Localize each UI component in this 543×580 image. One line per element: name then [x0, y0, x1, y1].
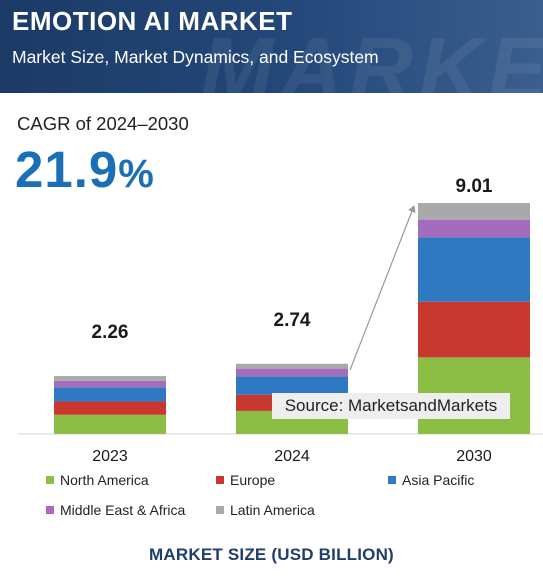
bar-segment-2024-asia-pacific — [236, 376, 348, 395]
growth-arrow — [349, 205, 416, 371]
total-label-2024: 2.74 — [274, 310, 311, 331]
cagr-label: CAGR of 2024–2030 — [17, 113, 189, 134]
bar-segment-2023-europe — [54, 401, 166, 415]
legend-swatch — [216, 506, 224, 514]
bar-segment-2023-asia-pacific — [54, 387, 166, 402]
total-label-2023: 2.26 — [92, 322, 129, 343]
bar-segment-2024-middle-east-africa — [236, 368, 348, 377]
page-title: EMOTION AI MARKET — [12, 6, 293, 36]
labels-layer: 2.26 2023 2.74 2024 9.01 2030 — [92, 176, 493, 465]
cagr-number: 21.9 — [15, 141, 119, 198]
legend-swatch — [216, 476, 224, 484]
legend-item-latin-america: Latin America — [216, 502, 315, 518]
legend-label: Asia Pacific — [402, 472, 475, 488]
bar-segment-2030-europe — [418, 301, 530, 358]
bar-segment-2023-north-america — [54, 414, 166, 434]
market-size-chart: 2.26 2023 2.74 2024 9.01 2030 — [18, 176, 543, 465]
cagr-unit: % — [118, 152, 155, 196]
page-subtitle: Market Size, Market Dynamics, and Ecosys… — [12, 47, 379, 67]
header-banner: MARKE EMOTION AI MARKET Market Size, Mar… — [0, 0, 543, 93]
total-label-2030: 9.01 — [456, 176, 493, 197]
bar-segment-2023-middle-east-africa — [54, 380, 166, 388]
bar-segment-2024-latin-america — [236, 363, 348, 369]
bar-segment-2030-asia-pacific — [418, 237, 530, 302]
legend-item-middle-east-africa: Middle East & Africa — [46, 502, 185, 518]
cagr-value: 21.9% — [15, 140, 155, 199]
legend-label: North America — [60, 472, 149, 488]
x-tick-label-2024: 2024 — [274, 448, 310, 465]
bar-segment-2030-latin-america — [418, 203, 530, 220]
axis-footer-label: MARKET SIZE (USD BILLION) — [149, 545, 394, 564]
source-note: Source: MarketsandMarkets — [272, 393, 510, 419]
x-tick-label-2023: 2023 — [92, 448, 128, 465]
bar-segment-2030-middle-east-africa — [418, 219, 530, 238]
bars-layer — [54, 203, 530, 434]
legend-swatch — [388, 476, 396, 484]
legend-label: Middle East & Africa — [60, 502, 186, 518]
x-tick-label-2030: 2030 — [456, 448, 492, 465]
legend-label: Europe — [230, 472, 276, 488]
legend-item-asia-pacific: Asia Pacific — [388, 472, 474, 488]
legend-swatch — [46, 506, 54, 514]
legend-swatch — [46, 476, 54, 484]
banner-decoration: MARKE — [200, 19, 543, 93]
bar-segment-2023-latin-america — [54, 376, 166, 381]
legend-item-europe: Europe — [216, 472, 275, 488]
legend-item-north-america: North America — [46, 472, 149, 488]
legend-label: Latin America — [230, 502, 315, 518]
chart-legend: North America Europe Asia Pacific Middle Ea… — [46, 472, 526, 528]
